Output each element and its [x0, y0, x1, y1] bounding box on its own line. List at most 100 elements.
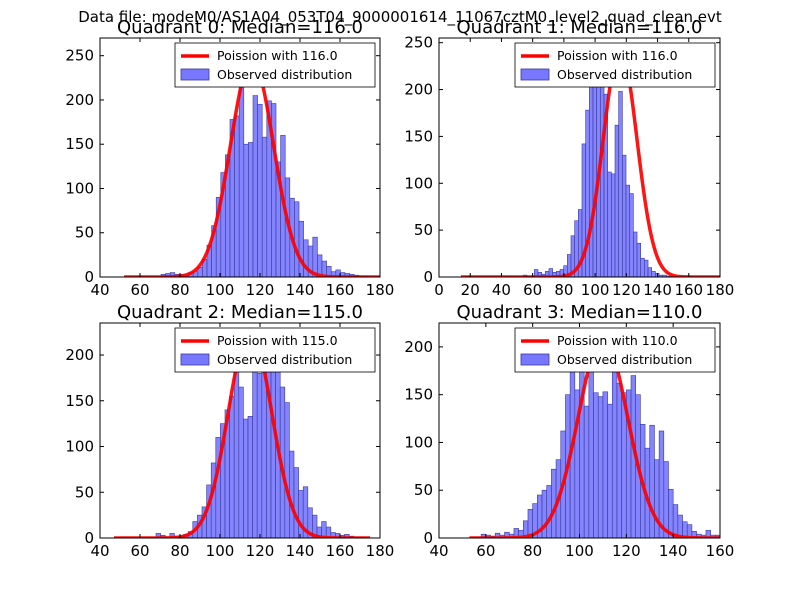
x-tick-label: 180: [366, 542, 395, 560]
histogram-bar: [588, 370, 594, 538]
x-tick-label: 140: [659, 542, 688, 560]
histogram-bar: [616, 382, 622, 538]
histogram-bar: [734, 532, 739, 538]
chart-title: Quadrant 0: Median=116.0: [117, 17, 363, 38]
histogram-bar: [602, 391, 608, 538]
x-tick-label: 100: [206, 281, 235, 299]
y-tick-label: 100: [404, 433, 433, 451]
chart-title: Quadrant 1: Median=116.0: [457, 17, 703, 38]
legend-bar-swatch: [180, 68, 210, 81]
chart-title: Quadrant 2: Median=115.0: [117, 302, 363, 323]
y-tick-label: 200: [65, 91, 94, 109]
legend-label-poisson: Poission with 116.0: [557, 48, 678, 63]
y-tick-label: 250: [404, 34, 433, 52]
x-tick-label: 100: [565, 542, 594, 560]
x-tick-label: 40: [90, 542, 109, 560]
legend-label-observed: Observed distribution: [217, 352, 352, 367]
legend-bar-swatch: [520, 68, 550, 81]
y-tick-label: 200: [65, 346, 94, 364]
x-tick-label: 100: [206, 542, 235, 560]
x-tick-label: 0: [434, 281, 444, 299]
x-tick-label: 120: [612, 542, 641, 560]
histogram-bar: [654, 459, 660, 538]
legend-bar-swatch: [180, 353, 210, 366]
axes-frame: [438, 37, 721, 278]
x-tick-label: 140: [286, 542, 315, 560]
x-tick-label: 80: [170, 281, 189, 299]
legend-label-observed: Observed distribution: [217, 67, 352, 82]
x-tick-label: 160: [674, 281, 703, 299]
x-tick-label: 180: [366, 281, 395, 299]
poisson-curve: [460, 47, 720, 277]
axes-frame: [99, 322, 381, 539]
histogram-bar: [729, 534, 734, 538]
y-tick-label: 250: [65, 47, 94, 65]
y-tick-label: 100: [65, 438, 94, 456]
y-tick-label: 150: [404, 127, 433, 145]
histogram-bar: [739, 536, 744, 538]
x-tick-label: 120: [246, 281, 275, 299]
y-tick-label: 0: [423, 268, 433, 286]
histogram-bar: [743, 535, 748, 538]
histogram-bar: [753, 536, 758, 538]
y-tick-label: 150: [65, 392, 94, 410]
histogram-bar: [725, 537, 730, 538]
x-tick-label: 40: [90, 281, 109, 299]
y-tick-label: 0: [423, 529, 433, 547]
y-tick-label: 100: [404, 174, 433, 192]
x-tick-label: 40: [492, 281, 511, 299]
histogram-bar: [541, 489, 548, 538]
x-tick-label: 160: [706, 542, 735, 560]
x-tick-label: 80: [523, 542, 542, 560]
y-tick-label: 100: [65, 179, 94, 197]
x-tick-label: 20: [461, 281, 480, 299]
histogram-bar: [649, 424, 655, 538]
y-tick-label: 50: [414, 221, 433, 239]
y-tick-label: 0: [84, 529, 94, 547]
histogram-bar: [312, 514, 318, 538]
y-tick-label: 150: [65, 135, 94, 153]
histogram-bar: [583, 405, 590, 538]
x-tick-label: 60: [130, 281, 149, 299]
x-tick-label: 120: [612, 281, 641, 299]
y-tick-label: 50: [75, 224, 94, 242]
legend-bar-swatch: [520, 353, 550, 366]
x-tick-label: 140: [643, 281, 672, 299]
legend-label-poisson: Poission with 110.0: [557, 333, 678, 348]
histogram-bar: [748, 537, 753, 538]
y-tick-label: 50: [75, 483, 94, 501]
legend-label-poisson: Poission with 115.0: [217, 333, 338, 348]
histogram-bar: [611, 367, 618, 538]
x-tick-label: 80: [554, 281, 573, 299]
x-tick-label: 60: [476, 542, 495, 560]
y-tick-label: 150: [404, 386, 433, 404]
legend-box: [174, 327, 376, 373]
histogram-bar: [593, 392, 599, 538]
x-tick-label: 60: [130, 542, 149, 560]
x-tick-label: 40: [429, 542, 448, 560]
histogram-bar: [757, 536, 762, 538]
legend-label-poisson: Poission with 116.0: [217, 48, 338, 63]
histogram-bar: [719, 535, 720, 538]
y-tick-label: 200: [404, 81, 433, 99]
histogram-bar: [672, 504, 679, 538]
histogram-bar: [597, 396, 604, 538]
chart-title: Quadrant 3: Median=110.0: [457, 302, 703, 323]
y-tick-label: 50: [414, 481, 433, 499]
histogram-bar: [663, 461, 669, 538]
y-tick-label: 0: [84, 268, 94, 286]
histogram-bar: [546, 485, 552, 538]
legend-label-observed: Observed distribution: [557, 67, 692, 82]
legend-label-observed: Observed distribution: [557, 352, 692, 367]
x-tick-label: 180: [706, 281, 735, 299]
figure-suptitle: Data file: modeM0/AS1A04_053T04_90000016…: [78, 8, 722, 26]
x-tick-label: 140: [286, 281, 315, 299]
axes-frame: [99, 37, 381, 278]
histogram-bar: [607, 403, 613, 538]
histogram-bar: [762, 537, 767, 538]
